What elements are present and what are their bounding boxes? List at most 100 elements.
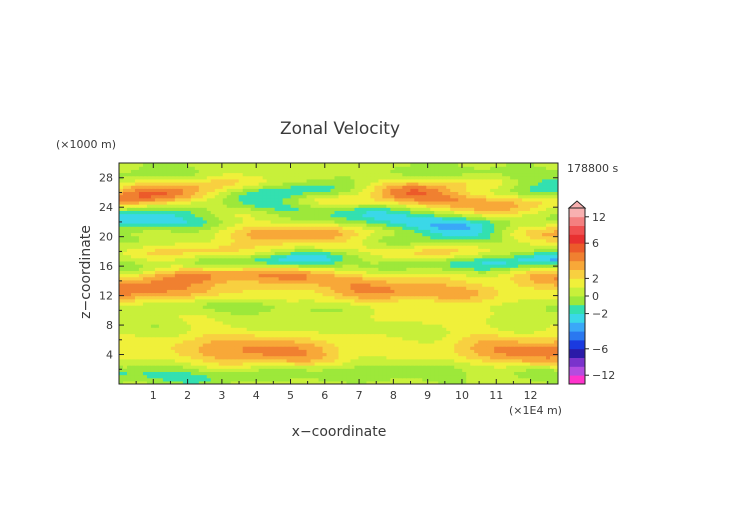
field-cell: [146, 368, 152, 372]
field-cell: [146, 292, 152, 297]
field-cell: [374, 279, 380, 284]
field-cell: [362, 267, 368, 271]
field-cell: [466, 355, 471, 360]
field-cell: [514, 308, 519, 312]
field-cell: [382, 380, 387, 384]
field-cell: [226, 314, 232, 319]
field-cell: [354, 349, 360, 354]
field-cell: [266, 286, 272, 290]
field-cell: [454, 273, 459, 278]
field-cell: [506, 317, 511, 322]
field-cell: [394, 301, 399, 306]
field-cell: [182, 342, 188, 347]
field-cell: [458, 330, 463, 335]
field-cell: [534, 273, 539, 278]
field-cell: [214, 311, 220, 316]
field-cell: [178, 342, 184, 347]
field-cell: [126, 368, 132, 372]
field-cell: [138, 377, 144, 382]
field-cell: [426, 282, 431, 287]
field-cell: [338, 349, 344, 354]
field-cell: [302, 241, 308, 246]
field-cell: [230, 361, 236, 366]
field-cell: [518, 295, 523, 300]
field-cell: [186, 305, 192, 309]
field-cell: [358, 301, 364, 306]
field-cell: [342, 254, 348, 259]
field-cell: [194, 298, 200, 303]
field-cell: [186, 377, 192, 382]
field-cell: [134, 305, 140, 309]
field-cell: [266, 358, 272, 363]
field-cell: [450, 377, 455, 382]
field-cell: [298, 257, 304, 262]
field-cell: [406, 273, 411, 278]
field-cell: [406, 311, 411, 316]
field-cell: [350, 336, 356, 341]
field-cell: [174, 317, 180, 322]
field-cell: [506, 342, 511, 347]
field-cell: [530, 257, 535, 262]
field-cell: [154, 248, 160, 252]
field-cell: [230, 286, 236, 290]
field-cell: [222, 311, 228, 316]
field-cell: [438, 346, 443, 350]
field-cell: [418, 355, 423, 360]
field-cell: [402, 289, 407, 294]
field-cell: [366, 301, 372, 306]
field-cell: [274, 273, 280, 278]
field-cell: [498, 380, 503, 384]
field-cell: [494, 298, 499, 303]
field-cell: [386, 314, 391, 319]
field-cell: [314, 339, 320, 344]
field-cell: [454, 279, 459, 284]
field-cell: [526, 276, 531, 281]
field-cell: [258, 377, 264, 382]
field-cell: [346, 336, 352, 341]
field-cell: [230, 365, 236, 369]
field-cell: [230, 264, 236, 268]
field-cell: [382, 248, 387, 252]
field-cell: [242, 380, 248, 384]
field-cell: [270, 251, 276, 256]
field-cell: [294, 298, 300, 303]
field-cell: [414, 279, 419, 284]
field-cell: [130, 361, 136, 366]
field-cell: [314, 342, 320, 347]
field-cell: [150, 371, 156, 376]
field-cell: [230, 342, 236, 347]
field-cell: [338, 320, 344, 325]
field-cell: [310, 276, 316, 281]
field-cell: [338, 251, 344, 256]
field-cell: [466, 248, 471, 252]
field-cell: [546, 380, 551, 384]
field-cell: [302, 314, 308, 319]
field-cell: [286, 282, 292, 287]
field-cell: [426, 342, 431, 347]
field-cell: [162, 339, 168, 344]
field-cell: [262, 308, 268, 312]
field-cell: [434, 273, 439, 278]
field-cell: [390, 371, 395, 376]
field-cell: [346, 260, 352, 265]
field-cell: [426, 241, 431, 246]
field-cell: [362, 324, 368, 328]
field-cell: [414, 333, 419, 338]
field-cell: [322, 251, 328, 256]
field-cell: [270, 377, 276, 382]
field-cell: [494, 311, 499, 316]
field-cell: [294, 264, 300, 268]
field-cell: [418, 361, 423, 366]
field-cell: [486, 380, 491, 384]
field-cell: [398, 314, 403, 319]
field-cell: [394, 298, 399, 303]
field-cell: [526, 330, 531, 335]
field-cell: [366, 368, 372, 372]
field-cell: [550, 279, 555, 284]
field-cell: [210, 264, 216, 268]
field-cell: [326, 349, 332, 354]
field-cell: [366, 298, 372, 303]
field-cell: [422, 380, 427, 384]
field-cell: [434, 292, 439, 297]
time-label: 178800 s: [567, 162, 618, 175]
